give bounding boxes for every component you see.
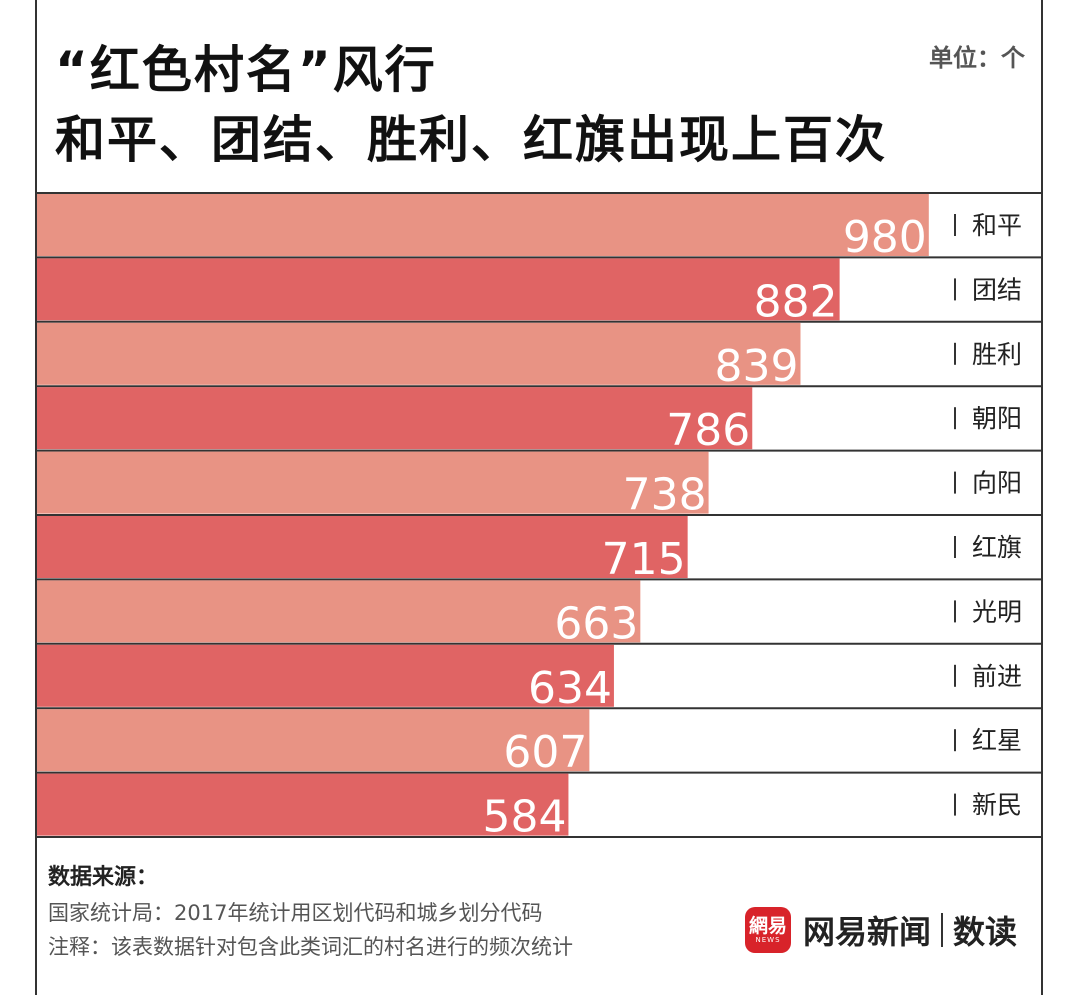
bar-value-label: 786 xyxy=(666,405,750,456)
chart-frame xyxy=(35,0,1043,995)
bar-value-label: 839 xyxy=(715,341,799,392)
bar-光明 xyxy=(37,580,641,643)
brand-divider xyxy=(941,913,944,947)
note-line: 注释：该表数据针对包含此类词汇的村名进行的频次统计 xyxy=(48,935,573,959)
bar-value-label: 634 xyxy=(528,663,612,714)
category-label: 团结 xyxy=(972,275,1022,304)
bar-value-label: 663 xyxy=(554,598,638,649)
category-label: 向阳 xyxy=(972,469,1022,498)
category-label: 新民 xyxy=(972,791,1022,820)
category-label: 胜利 xyxy=(972,340,1022,369)
category-label: 光明 xyxy=(972,597,1022,626)
bar-value-label: 882 xyxy=(754,276,838,327)
brand: 網易 NEWS 网易新闻 数读 xyxy=(745,905,1017,955)
bar-朝阳 xyxy=(37,387,753,450)
brand-name: 网易新闻 xyxy=(803,913,932,951)
logo-text: 網易 xyxy=(748,914,787,937)
brand-column: 数读 xyxy=(953,913,1018,951)
logo-sub: NEWS xyxy=(755,935,781,944)
category-label: 红旗 xyxy=(972,533,1022,562)
bar-红星 xyxy=(37,709,590,772)
bar-value-label: 715 xyxy=(602,534,686,585)
netease-news-logo-icon: 網易 NEWS xyxy=(745,907,791,953)
bar-value-label: 980 xyxy=(843,212,927,263)
bar-和平 xyxy=(37,194,929,256)
bar-value-label: 584 xyxy=(482,792,566,843)
title-line-2: 和平、团结、胜利、红旗出现上百次 xyxy=(55,111,887,169)
bar-团结 xyxy=(37,258,840,321)
bar-前进 xyxy=(37,644,614,707)
category-label: 朝阳 xyxy=(972,404,1022,433)
bar-value-label: 738 xyxy=(623,470,707,521)
category-label: 和平 xyxy=(972,211,1022,240)
source-notes: 数据来源： 国家统计局：2017年统计用区划代码和城乡划分代码 注释：该表数据针… xyxy=(48,860,728,964)
category-label: 红星 xyxy=(972,726,1022,755)
bar-新民 xyxy=(37,773,569,836)
unit-label: 单位：个 xyxy=(929,44,1025,72)
bar-value-label: 607 xyxy=(503,727,587,778)
bar-红旗 xyxy=(37,516,688,578)
title-line-1: “红色村名”风行 xyxy=(55,41,437,99)
source-line: 国家统计局：2017年统计用区划代码和城乡划分代码 xyxy=(48,901,543,925)
chart-title: “红色村名”风行 和平、团结、胜利、红旗出现上百次 xyxy=(55,35,1035,175)
category-label: 前进 xyxy=(972,662,1022,691)
bar-胜利 xyxy=(37,322,801,385)
bar-向阳 xyxy=(37,451,709,514)
source-heading: 数据来源： xyxy=(48,865,159,890)
